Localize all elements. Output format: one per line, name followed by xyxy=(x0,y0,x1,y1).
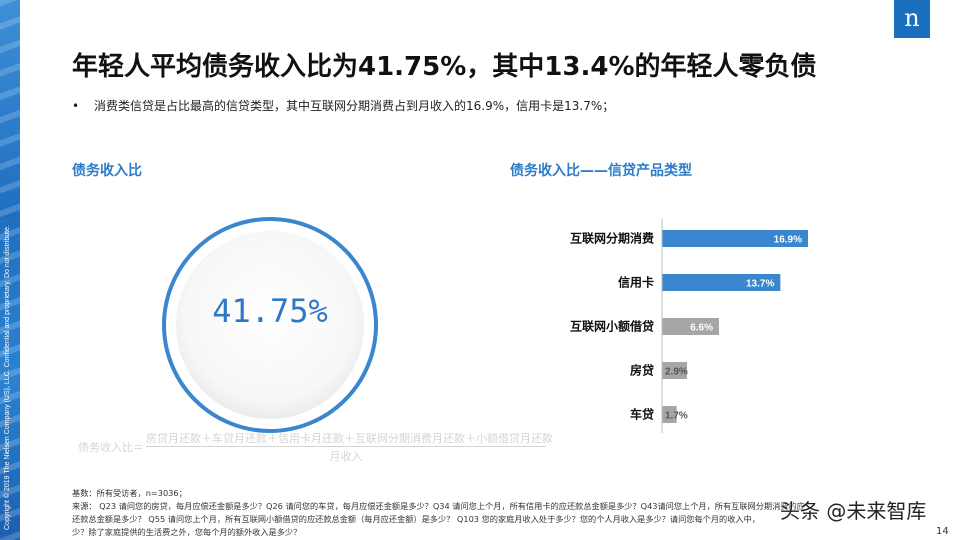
bar-value-label: 16.9% xyxy=(774,235,802,246)
bar-category-label: 互联网小额借贷 xyxy=(570,319,654,334)
bar xyxy=(662,406,677,423)
nielsen-logo: n xyxy=(894,0,930,38)
footnote-line: 来源： Q23 请问您的房贷，每月应偿还金额是多少？Q26 请问您的车贷，每月应… xyxy=(72,501,805,511)
footnote: 基数：所有受访者，n=3036； 来源： Q23 请问您的房贷，每月应偿还金额是… xyxy=(72,487,952,539)
formula-numerator: 房贷月还款＋车贷月还款＋信用卡月还款＋互联网分期消费月还款＋小额借贷月还款 xyxy=(146,432,553,445)
bar xyxy=(662,274,781,291)
footnote-line: 还款总金额是多少？ Q55 请问您上个月，所有互联网小额借贷的应还款总金额（每月… xyxy=(72,514,760,524)
formula-label: 债务收入比＝ xyxy=(78,441,144,454)
copyright-text: Copyright © 2019 The Nielsen Company (US… xyxy=(4,225,11,530)
page-title: 年轻人平均债务收入比为41.75%，其中13.4%的年轻人零负债 xyxy=(72,52,817,82)
bullet-text: 消费类信贷是占比最高的信贷类型，其中互联网分期消费占到月收入的16.9%，信用卡… xyxy=(94,99,615,113)
ring-outline xyxy=(162,217,378,433)
bar-category-label: 信用卡 xyxy=(618,275,654,290)
page-number: 14 xyxy=(936,526,949,537)
bar-value-label: 6.6% xyxy=(690,323,713,334)
bar xyxy=(662,230,808,247)
bullet-point: • 消费类信贷是占比最高的信贷类型，其中互联网分期消费占到月收入的16.9%，信用… xyxy=(72,97,614,114)
right-section-title: 债务收入比——信贷产品类型 xyxy=(510,163,692,179)
left-section-title: 债务收入比 xyxy=(72,163,142,179)
bar xyxy=(662,362,688,379)
side-decoration-strip: Copyright © 2019 The Nielsen Company (US… xyxy=(0,0,20,540)
bullet-dot: • xyxy=(72,99,80,113)
bar xyxy=(662,318,720,335)
footnote-line: 少？除了家庭提供的生活费之外，您每个月的额外收入是多少？ xyxy=(72,527,302,537)
formula-fraction-line xyxy=(146,446,546,447)
footnote-line: 基数：所有受访者，n=3036； xyxy=(72,488,187,498)
bar-value-label: 2.9% xyxy=(665,367,688,378)
formula-denominator: 月收入 xyxy=(329,450,363,463)
side-strip-pattern xyxy=(0,0,20,540)
bar-category-label: 房贷 xyxy=(630,363,654,378)
credit-type-bar-chart: 互联网分期消费 16.9% 信用卡 13.7% 互联网小额借贷 6.6% 房贷 2.9% 车贷 1… xyxy=(570,219,808,433)
bar-category-label: 车贷 xyxy=(630,407,654,422)
ratio-formula: 债务收入比＝ 房贷月还款＋车贷月还款＋信用卡月还款＋互联网分期消费月还款＋小额借… xyxy=(78,430,553,464)
logo-letter: n xyxy=(904,4,920,32)
debt-ratio-ring xyxy=(162,217,378,433)
watermark: 头条 @未来智库 xyxy=(780,499,927,523)
debt-ratio-value: 41.75% xyxy=(212,292,328,330)
bar-category-label: 互联网分期消费 xyxy=(570,231,654,246)
bar-value-label: 1.7% xyxy=(665,411,688,422)
bar-value-label: 13.7% xyxy=(746,279,774,290)
ring-inner-disc xyxy=(176,231,364,419)
